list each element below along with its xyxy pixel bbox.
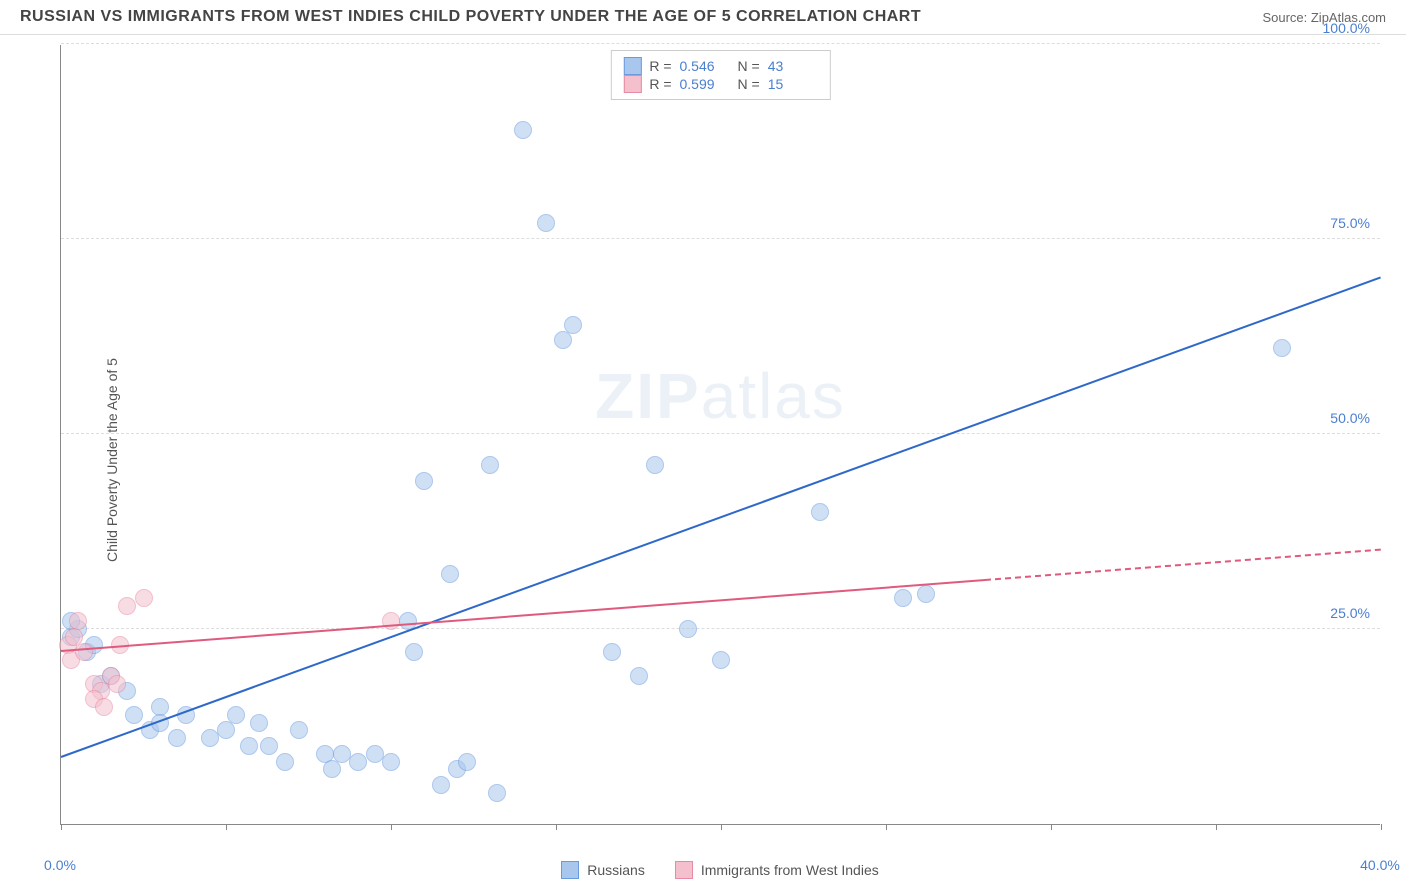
stat-legend-row: R = 0.599 N = 15: [623, 75, 817, 93]
r-value: 0.599: [680, 76, 730, 92]
n-label: N =: [738, 76, 760, 92]
n-label: N =: [738, 58, 760, 74]
data-point: [276, 753, 294, 771]
legend-swatch: [561, 861, 579, 879]
stat-legend: R = 0.546 N = 43 R = 0.599 N = 15: [610, 50, 830, 100]
data-point: [712, 651, 730, 669]
y-tick-label: 100.0%: [1323, 20, 1370, 36]
data-point: [917, 585, 935, 603]
data-point: [69, 612, 87, 630]
data-point: [488, 784, 506, 802]
series-legend: Russians Immigrants from West Indies: [60, 861, 1380, 879]
data-point: [75, 643, 93, 661]
data-point: [441, 565, 459, 583]
gridline: [61, 238, 1380, 239]
y-tick-label: 75.0%: [1330, 215, 1370, 231]
data-point: [811, 503, 829, 521]
data-point: [118, 597, 136, 615]
data-point: [603, 643, 621, 661]
r-label: R =: [649, 58, 671, 74]
data-point: [323, 760, 341, 778]
data-point: [481, 456, 499, 474]
series-name: Immigrants from West Indies: [701, 862, 879, 878]
data-point: [201, 729, 219, 747]
data-point: [349, 753, 367, 771]
data-point: [382, 753, 400, 771]
chart-container: Child Poverty Under the Age of 5 ZIPatla…: [0, 35, 1406, 885]
plot-area: ZIPatlas R = 0.546 N = 43 R = 0.599 N = 15 25.0…: [60, 45, 1380, 825]
data-point: [432, 776, 450, 794]
x-tick: [721, 824, 722, 830]
data-point: [217, 721, 235, 739]
data-point: [250, 714, 268, 732]
data-point: [227, 706, 245, 724]
stat-legend-row: R = 0.546 N = 43: [623, 57, 817, 75]
data-point: [646, 456, 664, 474]
legend-swatch: [623, 57, 641, 75]
gridline: [61, 628, 1380, 629]
legend-swatch: [675, 861, 693, 879]
x-tick: [1381, 824, 1382, 830]
n-value: 43: [768, 58, 818, 74]
data-point: [458, 753, 476, 771]
data-point: [415, 472, 433, 490]
data-point: [290, 721, 308, 739]
n-value: 15: [768, 76, 818, 92]
trend-line: [985, 549, 1381, 581]
trend-line: [61, 276, 1382, 758]
r-value: 0.546: [680, 58, 730, 74]
series-name: Russians: [587, 862, 645, 878]
data-point: [168, 729, 186, 747]
data-point: [240, 737, 258, 755]
data-point: [537, 214, 555, 232]
x-tick: [1216, 824, 1217, 830]
data-point: [108, 675, 126, 693]
data-point: [135, 589, 153, 607]
data-point: [679, 620, 697, 638]
y-tick-label: 50.0%: [1330, 410, 1370, 426]
data-point: [382, 612, 400, 630]
y-tick-label: 25.0%: [1330, 605, 1370, 621]
data-point: [514, 121, 532, 139]
chart-title: RUSSIAN VS IMMIGRANTS FROM WEST INDIES C…: [20, 8, 921, 26]
x-tick: [226, 824, 227, 830]
data-point: [564, 316, 582, 334]
trend-line: [61, 579, 985, 652]
series-legend-item: Russians: [561, 861, 645, 879]
data-point: [95, 698, 113, 716]
gridline: [61, 43, 1380, 44]
legend-swatch: [623, 75, 641, 93]
x-tick: [556, 824, 557, 830]
x-tick: [886, 824, 887, 830]
data-point: [630, 667, 648, 685]
data-point: [333, 745, 351, 763]
x-tick: [1051, 824, 1052, 830]
x-tick: [61, 824, 62, 830]
data-point: [1273, 339, 1291, 357]
x-tick-label: 0.0%: [44, 857, 76, 873]
data-point: [366, 745, 384, 763]
data-point: [554, 331, 572, 349]
r-label: R =: [649, 76, 671, 92]
gridline: [61, 433, 1380, 434]
series-legend-item: Immigrants from West Indies: [675, 861, 879, 879]
watermark: ZIPatlas: [595, 359, 846, 433]
data-point: [894, 589, 912, 607]
x-tick-label: 40.0%: [1360, 857, 1400, 873]
data-point: [405, 643, 423, 661]
data-point: [125, 706, 143, 724]
x-tick: [391, 824, 392, 830]
data-point: [260, 737, 278, 755]
